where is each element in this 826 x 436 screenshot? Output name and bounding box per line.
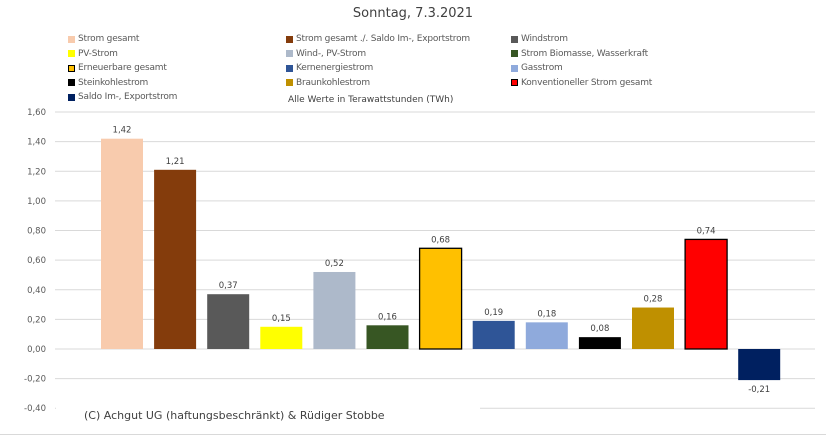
legend-swatch [68,93,75,101]
legend-item: Gasstrom [511,63,563,73]
legend-label: Braunkohlestrom [296,77,370,88]
legend-swatch [511,64,518,72]
bar [366,325,409,349]
legend-label: Gasstrom [521,63,563,73]
bar [684,238,728,350]
legend-item: PV-Strom [68,49,118,59]
y-tick-label: 0,60 [27,256,46,266]
legend-swatch [68,79,75,86]
bar [472,320,515,349]
y-tick-label: 0,40 [27,286,46,296]
bar [207,294,250,349]
bar [632,307,674,349]
legend-swatch [286,35,293,43]
y-tick-label: 1,60 [27,108,46,118]
legend-swatch [286,64,293,72]
data-label: 0,68 [431,235,450,245]
data-label: 0,16 [378,312,397,322]
data-label: 0,18 [537,309,556,319]
legend-swatch [68,64,75,72]
legend-label: Konventioneller Strom gesamt [521,77,653,88]
data-label: 0,08 [590,324,609,334]
legend-label: Erneuerbare gesamt [78,63,167,73]
legend-item: Konventioneller Strom gesamt [511,78,652,88]
legend-item: Saldo Im-, Exportstrom [68,92,177,102]
legend-label: Strom Biomasse, Wasserkraft [521,48,648,59]
legend-item: Steinkohlestrom [68,78,148,88]
legend-item: Strom gesamt ./. Saldo Im-, Exportstrom [286,34,470,44]
legend-item: Erneuerbare gesamt [68,63,167,73]
legend-swatch [511,79,518,86]
bar [578,337,621,349]
data-label: 0,15 [272,314,291,324]
legend-item: Strom Biomasse, Wasserkraft [511,49,648,59]
legend-label: Windstrom [521,34,568,44]
copyright: (C) Achgut UG (haftungsbeschränkt) & Rüd… [84,409,385,422]
data-label: 1,42 [113,126,132,136]
bar [525,322,568,349]
data-label: -0,21 [748,385,770,395]
legend-label: PV-Strom [78,48,118,59]
bar [154,169,197,349]
bottom-border [0,434,826,435]
bar [260,326,303,349]
y-tick-label: -0,40 [24,404,46,414]
legend-label: Strom gesamt ./. Saldo Im-, Exportstrom [296,34,470,44]
legend-label: Steinkohlestrom [78,77,149,88]
y-tick-label: 1,20 [27,167,46,177]
y-tick-label: -0,20 [24,375,46,385]
legend-swatch [286,79,293,86]
legend-label: Kernenergiestrom [296,63,374,73]
legend-item: Kernenergiestrom [286,63,373,73]
data-label: 0,52 [325,259,344,269]
data-label: 0,28 [644,295,663,305]
data-label: 1,21 [166,157,185,167]
legend-label: Strom gesamt [78,34,140,44]
footer-box: (C) Achgut UG (haftungsbeschränkt) & Rüd… [56,400,480,434]
legend-item: Wind-, PV-Strom [286,49,366,59]
legend-item: Strom gesamt [68,34,139,44]
y-tick-label: 0,00 [27,345,46,355]
chart-title: Sonntag, 7.3.2021 [352,6,474,21]
unit-note: Alle Werte in Terawattstunden (TWh) [288,95,454,105]
bar [418,247,463,350]
data-label: 0,19 [484,308,503,318]
y-tick-label: 1,40 [27,138,46,148]
legend-label: Saldo Im-, Exportstrom [78,92,178,102]
y-tick-label: 0,20 [27,315,46,325]
data-label: 0,74 [697,226,716,236]
legend-item: Braunkohlestrom [286,78,370,88]
y-tick-label: 0,80 [27,227,46,237]
legend-swatch [511,35,518,43]
legend-swatch [68,35,75,43]
bar [738,349,781,381]
legend-swatch [286,50,293,57]
y-tick-label: 1,00 [27,197,46,207]
legend-swatch [511,50,518,57]
legend-item: Windstrom [511,34,568,44]
bar [313,271,356,349]
legend-swatch [68,50,75,57]
legend-label: Wind-, PV-Strom [296,48,366,59]
bar [101,138,143,349]
data-label: 0,37 [219,281,238,291]
